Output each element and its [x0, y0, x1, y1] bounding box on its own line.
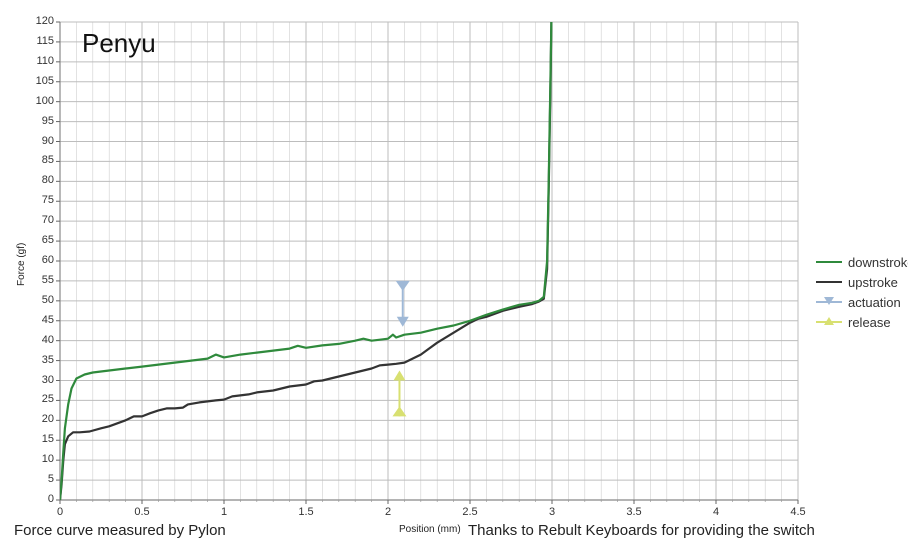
y-tick-label: 110 — [26, 55, 54, 67]
footer-right-text: Thanks to Rebult Keyboards for providing… — [468, 522, 815, 539]
y-tick-label: 20 — [26, 413, 54, 425]
x-axis-label: Position (mm) — [399, 524, 461, 535]
x-tick-label: 1 — [209, 506, 239, 518]
x-tick-label: 0.5 — [127, 506, 157, 518]
y-tick-label: 100 — [26, 95, 54, 107]
legend-label: release — [848, 315, 891, 330]
legend-arrow-up-icon — [816, 316, 842, 328]
x-tick-label: 2 — [373, 506, 403, 518]
x-tick-label: 4 — [701, 506, 731, 518]
x-tick-label: 2.5 — [455, 506, 485, 518]
legend-item: release — [816, 312, 908, 332]
legend: downstroke upstroke actuation release — [816, 252, 908, 332]
y-tick-label: 75 — [26, 194, 54, 206]
y-tick-label: 95 — [26, 115, 54, 127]
legend-line-swatch — [816, 281, 842, 283]
chart-title: Penyu — [82, 28, 156, 59]
x-tick-label: 0 — [45, 506, 75, 518]
y-tick-label: 5 — [26, 473, 54, 485]
y-tick-label: 10 — [26, 453, 54, 465]
y-tick-label: 65 — [26, 234, 54, 246]
y-tick-label: 70 — [26, 214, 54, 226]
x-tick-label: 1.5 — [291, 506, 321, 518]
x-tick-label: 3 — [537, 506, 567, 518]
legend-label: actuation — [848, 295, 901, 310]
footer-left-text: Force curve measured by Pylon — [14, 522, 226, 539]
y-tick-label: 90 — [26, 135, 54, 147]
y-tick-label: 45 — [26, 314, 54, 326]
y-tick-label: 35 — [26, 354, 54, 366]
legend-label: upstroke — [848, 275, 898, 290]
y-tick-label: 115 — [26, 35, 54, 47]
y-tick-label: 120 — [26, 15, 54, 27]
y-tick-label: 50 — [26, 294, 54, 306]
legend-line-swatch — [816, 261, 842, 263]
legend-arrow-down-icon — [816, 296, 842, 308]
y-tick-label: 40 — [26, 334, 54, 346]
y-tick-label: 85 — [26, 154, 54, 166]
legend-label: downstroke — [848, 255, 908, 270]
legend-item: upstroke — [816, 272, 908, 292]
legend-item: downstroke — [816, 252, 908, 272]
y-tick-label: 55 — [26, 274, 54, 286]
force-curve-chart — [0, 0, 908, 551]
y-tick-label: 25 — [26, 393, 54, 405]
y-tick-label: 30 — [26, 374, 54, 386]
y-tick-label: 60 — [26, 254, 54, 266]
x-tick-label: 3.5 — [619, 506, 649, 518]
y-tick-label: 15 — [26, 433, 54, 445]
y-tick-label: 105 — [26, 75, 54, 87]
y-tick-label: 0 — [26, 493, 54, 505]
y-tick-label: 80 — [26, 174, 54, 186]
x-tick-label: 4.5 — [783, 506, 813, 518]
legend-item: actuation — [816, 292, 908, 312]
